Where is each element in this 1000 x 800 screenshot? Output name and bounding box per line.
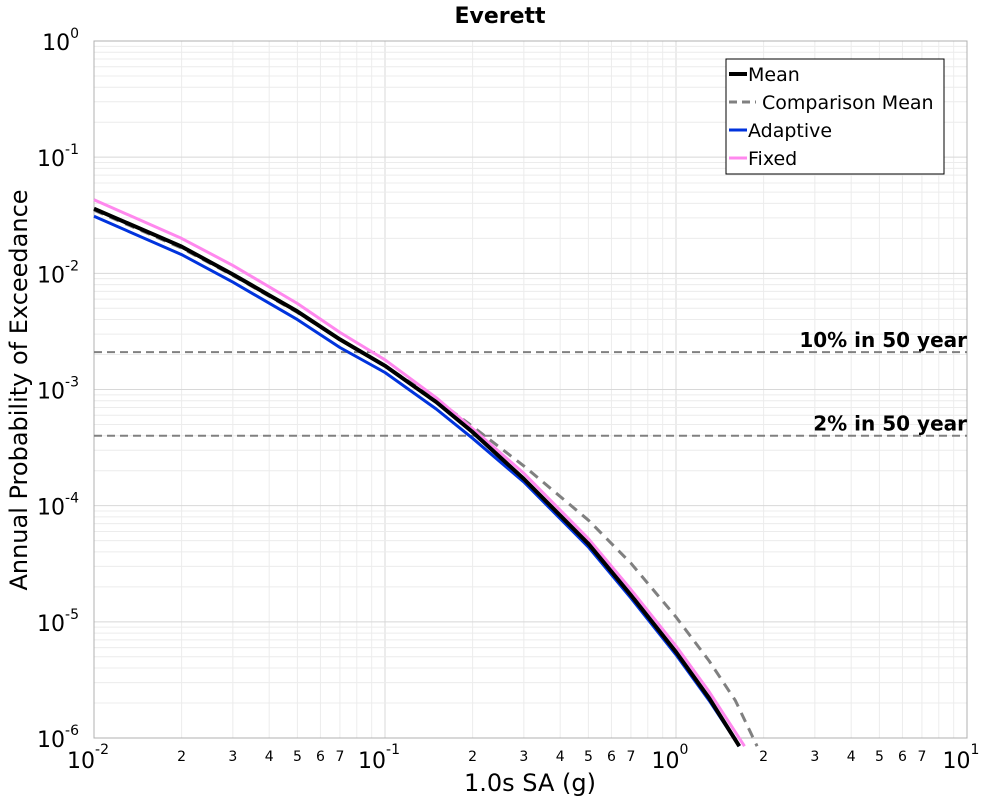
reference-lines: 10% in 50 year 2% in 50 year bbox=[94, 328, 967, 437]
y-tick-label: 10-6 bbox=[37, 723, 79, 753]
x-minor-tick-label: 4 bbox=[556, 749, 565, 765]
x-minor-tick-label: 7 bbox=[917, 749, 926, 765]
series-line-fixed bbox=[93, 198, 746, 748]
x-minor-tick-label: 3 bbox=[519, 749, 528, 765]
plot-area-frame bbox=[93, 40, 968, 739]
x-tick-label: 101 bbox=[943, 742, 980, 774]
legend-label: Comparison Mean bbox=[762, 92, 934, 114]
series-line-adaptive bbox=[93, 214, 741, 748]
series-line-mean bbox=[93, 206, 741, 748]
y-tick-label: 10-3 bbox=[37, 375, 79, 405]
y-tick-label: 10-5 bbox=[37, 607, 79, 637]
y-tick-label: 10-2 bbox=[37, 258, 79, 288]
x-tick-label: 10-1 bbox=[358, 742, 400, 774]
legend-box bbox=[725, 58, 945, 175]
series-line-comparison-mean bbox=[93, 208, 759, 747]
x-minor-tick-label: 7 bbox=[335, 749, 344, 765]
y-tick-label: 100 bbox=[42, 26, 79, 56]
x-minor-tick-label: 3 bbox=[810, 749, 819, 765]
y-tick-label: 10-1 bbox=[37, 142, 79, 172]
x-minor-tick-label: 5 bbox=[293, 749, 302, 765]
legend-label: Adaptive bbox=[748, 120, 832, 142]
reference-line-label: 10% in 50 year bbox=[799, 328, 967, 352]
legend: Mean Comparison Mean Adaptive Fixed bbox=[725, 58, 945, 175]
x-minor-tick-label: 5 bbox=[584, 749, 593, 765]
x-minor-tick-label: 4 bbox=[847, 749, 856, 765]
x-minor-tick-label: 6 bbox=[316, 749, 325, 765]
x-minor-tick-label: 2 bbox=[759, 749, 768, 765]
y-tick-label: 10-4 bbox=[37, 491, 79, 521]
x-minor-tick-label: 7 bbox=[626, 749, 635, 765]
x-tick-label: 100 bbox=[652, 742, 689, 774]
reference-line-label: 2% in 50 year bbox=[813, 412, 967, 436]
x-minor-tick-label: 2 bbox=[468, 749, 477, 765]
x-axis-label: 1.0s SA (g) bbox=[464, 769, 596, 797]
x-minor-tick-label: 5 bbox=[875, 749, 884, 765]
chart-title: Everett bbox=[454, 4, 546, 29]
grid bbox=[93, 41, 967, 739]
x-minor-tick-label: 2 bbox=[177, 749, 186, 765]
x-minor-tick-label: 4 bbox=[265, 749, 274, 765]
legend-label: Fixed bbox=[748, 148, 797, 170]
x-minor-tick-label: 6 bbox=[898, 749, 907, 765]
x-minor-tick-label: 6 bbox=[607, 749, 616, 765]
y-axis-label: Annual Probability of Exceedance bbox=[5, 189, 33, 590]
series-lines bbox=[93, 198, 759, 748]
x-tick-label: 10-2 bbox=[67, 742, 109, 774]
legend-label: Mean bbox=[748, 64, 800, 86]
x-minor-tick-label: 3 bbox=[228, 749, 237, 765]
